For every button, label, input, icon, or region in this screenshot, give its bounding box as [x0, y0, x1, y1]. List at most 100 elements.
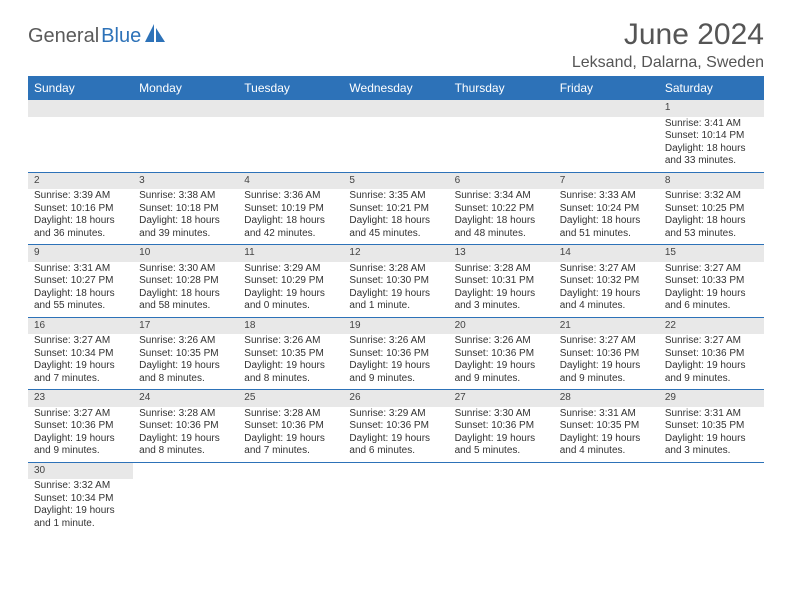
daynum-row: 9101112131415 — [28, 245, 764, 262]
day-number-cell — [343, 100, 448, 117]
sunrise-text: Sunrise: 3:30 AM — [139, 263, 232, 276]
day-detail-cell: Sunrise: 3:27 AMSunset: 10:36 PMDaylight… — [28, 407, 133, 463]
sunrise-text: Sunrise: 3:27 AM — [34, 408, 127, 421]
dow-sunday: Sunday — [28, 76, 133, 100]
day-detail-cell: Sunrise: 3:28 AMSunset: 10:31 PMDaylight… — [449, 262, 554, 318]
day-number-cell: 7 — [554, 172, 659, 189]
daylight-text: Daylight: 18 hours and 58 minutes. — [139, 288, 232, 313]
day-detail-cell: Sunrise: 3:27 AMSunset: 10:33 PMDaylight… — [659, 262, 764, 318]
day-detail-cell — [554, 117, 659, 173]
day-number-cell — [449, 462, 554, 479]
day-detail-cell: Sunrise: 3:26 AMSunset: 10:35 PMDaylight… — [238, 334, 343, 390]
sail-icon — [145, 24, 167, 49]
day-number-cell — [343, 462, 448, 479]
sunrise-text: Sunrise: 3:30 AM — [455, 408, 548, 421]
sunset-text: Sunset: 10:21 PM — [349, 203, 442, 216]
daylight-text: Daylight: 18 hours and 55 minutes. — [34, 288, 127, 313]
sunrise-text: Sunrise: 3:32 AM — [665, 190, 758, 203]
sunrise-text: Sunrise: 3:26 AM — [139, 335, 232, 348]
sunset-text: Sunset: 10:34 PM — [34, 348, 127, 361]
day-number-cell: 6 — [449, 172, 554, 189]
daylight-text: Daylight: 19 hours and 8 minutes. — [139, 360, 232, 385]
sunrise-text: Sunrise: 3:31 AM — [34, 263, 127, 276]
sunset-text: Sunset: 10:36 PM — [455, 348, 548, 361]
daylight-text: Daylight: 19 hours and 4 minutes. — [560, 288, 653, 313]
detail-row: Sunrise: 3:39 AMSunset: 10:16 PMDaylight… — [28, 189, 764, 245]
day-number-cell: 12 — [343, 245, 448, 262]
day-detail-cell: Sunrise: 3:31 AMSunset: 10:35 PMDaylight… — [554, 407, 659, 463]
brand-part2: Blue — [101, 25, 141, 48]
day-detail-cell: Sunrise: 3:34 AMSunset: 10:22 PMDaylight… — [449, 189, 554, 245]
day-number-cell: 26 — [343, 390, 448, 407]
sunset-text: Sunset: 10:30 PM — [349, 275, 442, 288]
day-detail-cell: Sunrise: 3:28 AMSunset: 10:30 PMDaylight… — [343, 262, 448, 318]
daylight-text: Daylight: 19 hours and 5 minutes. — [455, 433, 548, 458]
day-number-cell: 10 — [133, 245, 238, 262]
detail-row: Sunrise: 3:32 AMSunset: 10:34 PMDaylight… — [28, 479, 764, 534]
day-detail-cell: Sunrise: 3:41 AMSunset: 10:14 PMDaylight… — [659, 117, 764, 173]
day-detail-cell — [554, 479, 659, 534]
sunset-text: Sunset: 10:31 PM — [455, 275, 548, 288]
day-detail-cell — [238, 117, 343, 173]
sunrise-text: Sunrise: 3:29 AM — [349, 408, 442, 421]
daylight-text: Daylight: 19 hours and 0 minutes. — [244, 288, 337, 313]
sunrise-text: Sunrise: 3:27 AM — [665, 263, 758, 276]
day-number-cell: 9 — [28, 245, 133, 262]
sunrise-text: Sunrise: 3:34 AM — [455, 190, 548, 203]
day-detail-cell: Sunrise: 3:28 AMSunset: 10:36 PMDaylight… — [238, 407, 343, 463]
sunset-text: Sunset: 10:24 PM — [560, 203, 653, 216]
sunset-text: Sunset: 10:36 PM — [244, 420, 337, 433]
day-number-cell: 17 — [133, 317, 238, 334]
day-number-cell: 4 — [238, 172, 343, 189]
daylight-text: Daylight: 18 hours and 36 minutes. — [34, 215, 127, 240]
brand-part1: General — [28, 25, 99, 48]
daylight-text: Daylight: 18 hours and 48 minutes. — [455, 215, 548, 240]
daylight-text: Daylight: 19 hours and 7 minutes. — [244, 433, 337, 458]
dow-friday: Friday — [554, 76, 659, 100]
day-number-cell: 24 — [133, 390, 238, 407]
day-number-cell: 2 — [28, 172, 133, 189]
daylight-text: Daylight: 18 hours and 45 minutes. — [349, 215, 442, 240]
sunset-text: Sunset: 10:36 PM — [560, 348, 653, 361]
day-number-cell: 3 — [133, 172, 238, 189]
sunset-text: Sunset: 10:14 PM — [665, 130, 758, 143]
day-detail-cell — [133, 117, 238, 173]
day-detail-cell: Sunrise: 3:26 AMSunset: 10:35 PMDaylight… — [133, 334, 238, 390]
day-number-cell: 1 — [659, 100, 764, 117]
sunset-text: Sunset: 10:25 PM — [665, 203, 758, 216]
sunset-text: Sunset: 10:33 PM — [665, 275, 758, 288]
day-number-cell: 19 — [343, 317, 448, 334]
day-detail-cell: Sunrise: 3:31 AMSunset: 10:27 PMDaylight… — [28, 262, 133, 318]
daylight-text: Daylight: 19 hours and 9 minutes. — [34, 433, 127, 458]
sunrise-text: Sunrise: 3:41 AM — [665, 118, 758, 131]
day-detail-cell: Sunrise: 3:29 AMSunset: 10:29 PMDaylight… — [238, 262, 343, 318]
daynum-row: 2345678 — [28, 172, 764, 189]
sunrise-text: Sunrise: 3:28 AM — [244, 408, 337, 421]
day-detail-cell: Sunrise: 3:33 AMSunset: 10:24 PMDaylight… — [554, 189, 659, 245]
daylight-text: Daylight: 18 hours and 33 minutes. — [665, 143, 758, 168]
daylight-text: Daylight: 19 hours and 9 minutes. — [560, 360, 653, 385]
day-number-cell: 30 — [28, 462, 133, 479]
sunrise-text: Sunrise: 3:27 AM — [34, 335, 127, 348]
sunrise-text: Sunrise: 3:26 AM — [455, 335, 548, 348]
page-title: June 2024 — [572, 18, 764, 52]
sunrise-text: Sunrise: 3:32 AM — [34, 480, 127, 493]
day-detail-cell: Sunrise: 3:36 AMSunset: 10:19 PMDaylight… — [238, 189, 343, 245]
location: Leksand, Dalarna, Sweden — [572, 54, 764, 72]
day-number-cell: 27 — [449, 390, 554, 407]
day-number-cell: 13 — [449, 245, 554, 262]
sunrise-text: Sunrise: 3:27 AM — [560, 335, 653, 348]
day-detail-cell — [343, 479, 448, 534]
day-detail-cell — [28, 117, 133, 173]
day-number-cell — [133, 100, 238, 117]
day-detail-cell: Sunrise: 3:35 AMSunset: 10:21 PMDaylight… — [343, 189, 448, 245]
sunset-text: Sunset: 10:36 PM — [455, 420, 548, 433]
day-detail-cell — [659, 479, 764, 534]
sunset-text: Sunset: 10:34 PM — [34, 493, 127, 506]
day-number-cell: 22 — [659, 317, 764, 334]
detail-row: Sunrise: 3:27 AMSunset: 10:34 PMDaylight… — [28, 334, 764, 390]
daylight-text: Daylight: 18 hours and 51 minutes. — [560, 215, 653, 240]
daylight-text: Daylight: 19 hours and 6 minutes. — [665, 288, 758, 313]
dow-wednesday: Wednesday — [343, 76, 448, 100]
day-detail-cell: Sunrise: 3:38 AMSunset: 10:18 PMDaylight… — [133, 189, 238, 245]
